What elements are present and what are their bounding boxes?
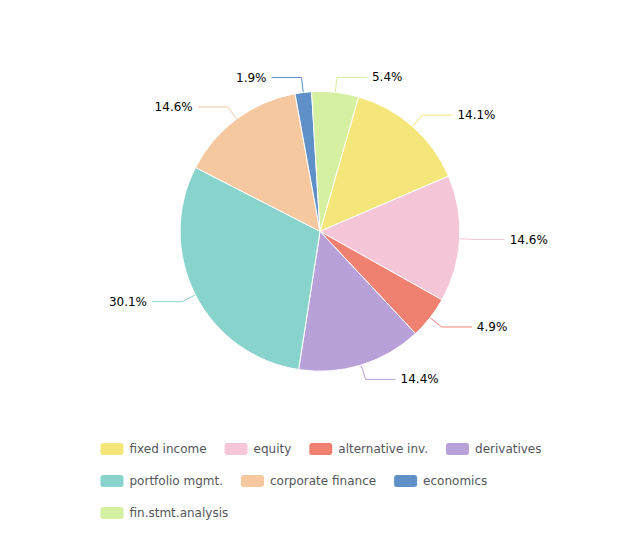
- svg-text:14.6%: 14.6%: [155, 100, 193, 114]
- svg-text:14.1%: 14.1%: [457, 108, 495, 122]
- svg-text:corporate finance: corporate finance: [270, 474, 376, 488]
- svg-text:30.1%: 30.1%: [109, 295, 147, 309]
- svg-text:economics: economics: [423, 474, 487, 488]
- svg-text:fin.stmt.analysis: fin.stmt.analysis: [129, 506, 228, 520]
- svg-text:4.9%: 4.9%: [477, 320, 508, 334]
- svg-text:derivatives: derivatives: [475, 442, 542, 456]
- svg-text:equity: equity: [254, 442, 292, 456]
- svg-text:portfolio mgmt.: portfolio mgmt.: [129, 474, 223, 488]
- svg-text:14.4%: 14.4%: [401, 372, 439, 386]
- svg-text:14.6%: 14.6%: [510, 233, 548, 247]
- svg-text:alternative inv.: alternative inv.: [338, 442, 428, 456]
- svg-text:1.9%: 1.9%: [236, 71, 267, 85]
- svg-text:5.4%: 5.4%: [372, 70, 403, 84]
- svg-text:fixed income: fixed income: [129, 442, 206, 456]
